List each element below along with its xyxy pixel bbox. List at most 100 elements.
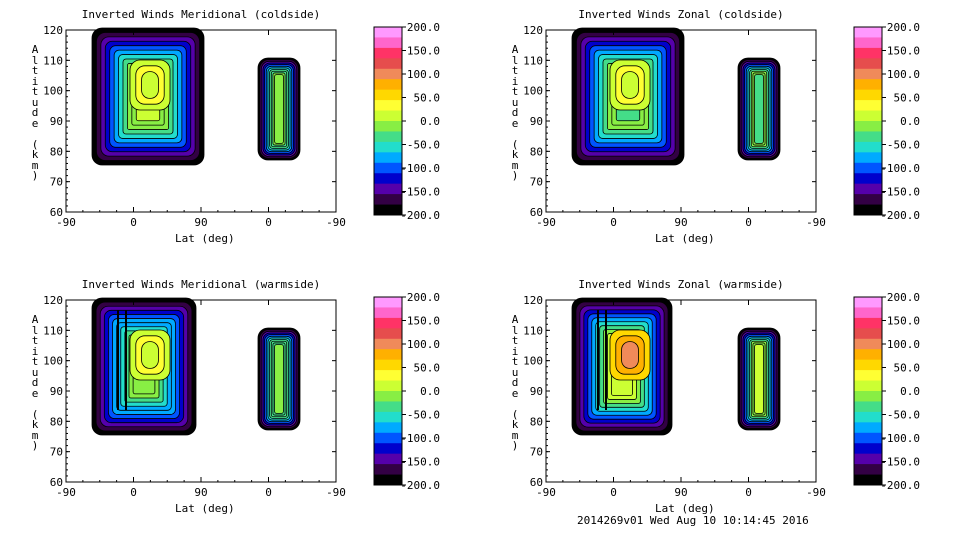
colorbar-label: -200.0 (880, 479, 920, 492)
y-axis-label-char: d (511, 106, 519, 119)
colorbar-swatch (374, 47, 402, 59)
y-axis-label-char: l (511, 323, 519, 337)
colorbar-swatch (374, 391, 402, 402)
y-axis-label-char: k (31, 418, 39, 431)
y-tick-label: 60 (530, 206, 543, 219)
colorbar-label: 200.0 (407, 291, 440, 304)
y-axis-label-char: ) (511, 439, 519, 452)
x-tick-label: 90 (194, 486, 207, 499)
colorbar-label: -150.0 (880, 186, 920, 199)
y-axis-label-char: A (511, 43, 519, 56)
colorbar-label: -200.0 (400, 479, 440, 492)
colorbar-label: 200.0 (887, 21, 920, 34)
y-axis-label-char: d (31, 106, 39, 119)
y-tick-label: 110 (43, 54, 63, 67)
x-tick-label: -90 (326, 216, 346, 229)
colorbar-swatch (854, 391, 882, 402)
y-axis-label-char: t (31, 334, 39, 347)
y-axis-label-char: t (511, 334, 519, 347)
colorbar-swatch (854, 453, 882, 465)
x-tick-label: 90 (194, 216, 207, 229)
colorbar-label: 150.0 (887, 45, 920, 58)
colorbar-label: 200.0 (407, 21, 440, 34)
colorbar-label: 200.0 (887, 291, 920, 304)
wind-contour-band (754, 344, 764, 414)
x-tick-label: -90 (326, 486, 346, 499)
x-tick-label: 90 (674, 216, 687, 229)
colorbar-label: -50.0 (887, 409, 920, 422)
colorbar-label: 0.0 (420, 115, 440, 128)
y-tick-label: 80 (530, 415, 543, 428)
colorbar-swatch (374, 204, 402, 216)
colorbar-swatch (374, 37, 402, 49)
colorbar-swatch (374, 401, 402, 413)
colorbar-swatch (854, 152, 882, 164)
y-axis-label-char: l (511, 53, 519, 67)
wind-contour-core (141, 71, 159, 99)
y-axis-label-char: i (31, 344, 39, 358)
y-axis-label-char: A (511, 313, 519, 326)
colorbar-label: 150.0 (887, 315, 920, 328)
colorbar-swatch (854, 68, 882, 80)
y-tick-label: 110 (523, 324, 543, 337)
colorbar-swatch (374, 110, 402, 122)
chart-title: Inverted Winds Meridional (warmside) (81, 278, 321, 291)
colorbar-swatch (854, 474, 882, 486)
colorbar-swatch (854, 47, 882, 59)
colorbar-swatch (374, 422, 402, 434)
chart-title: Inverted Winds Meridional (coldside) (81, 8, 321, 21)
colorbar-label: 100.0 (887, 68, 920, 81)
y-tick-label: 80 (530, 145, 543, 158)
y-tick-label: 70 (50, 446, 63, 459)
x-tick-label: -90 (806, 486, 826, 499)
y-tick-label: 70 (50, 176, 63, 189)
y-tick-label: 120 (43, 294, 63, 307)
x-tick-label: -90 (56, 216, 76, 229)
y-axis-label-char: ) (31, 439, 39, 452)
colorbar-swatch (854, 443, 882, 455)
wind-contour-core (621, 71, 639, 99)
colorbar-swatch (374, 68, 402, 80)
colorbar-swatch (854, 27, 882, 38)
colorbar-swatch (854, 401, 882, 413)
colorbar-swatch (854, 141, 882, 153)
colorbar-swatch (854, 58, 882, 70)
colorbar-swatch (374, 27, 402, 38)
colorbar-swatch (374, 464, 402, 476)
colorbar-label: -200.0 (400, 209, 440, 222)
y-axis-label-char: l (31, 53, 39, 67)
y-axis-label-char: e (511, 386, 519, 400)
colorbar-label: -200.0 (880, 209, 920, 222)
colorbar-label: 0.0 (420, 385, 440, 398)
y-axis-label-char: A (31, 313, 39, 326)
colorbar-label: -50.0 (407, 139, 440, 152)
y-axis-label-char: u (511, 95, 519, 109)
colorbar-swatch (374, 141, 402, 153)
y-axis-label-char: k (31, 148, 39, 161)
colorbar-swatch (374, 338, 402, 350)
x-tick-label: 0 (745, 216, 752, 229)
y-axis-label-char: k (511, 418, 519, 431)
y-tick-label: 120 (43, 24, 63, 37)
colorbar-swatch (854, 338, 882, 350)
y-axis-label-char: m (31, 158, 39, 172)
colorbar-swatch (854, 110, 882, 122)
colorbar-swatch (374, 432, 402, 444)
colorbar-swatch (854, 89, 882, 101)
y-axis-label-char: t (511, 85, 519, 98)
y-tick-label: 100 (43, 355, 63, 368)
colorbar-swatch (374, 183, 402, 195)
colorbar-label: -100.0 (400, 432, 440, 445)
colorbar-swatch (854, 194, 882, 206)
colorbar-swatch (854, 349, 882, 361)
x-tick-label: -90 (806, 216, 826, 229)
wind-contour-band (274, 344, 284, 414)
colorbar-label: 0.0 (900, 115, 920, 128)
colorbar-swatch (374, 100, 402, 112)
x-tick-label: 90 (674, 486, 687, 499)
y-axis-label-char: m (511, 428, 519, 442)
wind-contour-core (141, 341, 159, 369)
y-axis-label-char: i (31, 74, 39, 88)
